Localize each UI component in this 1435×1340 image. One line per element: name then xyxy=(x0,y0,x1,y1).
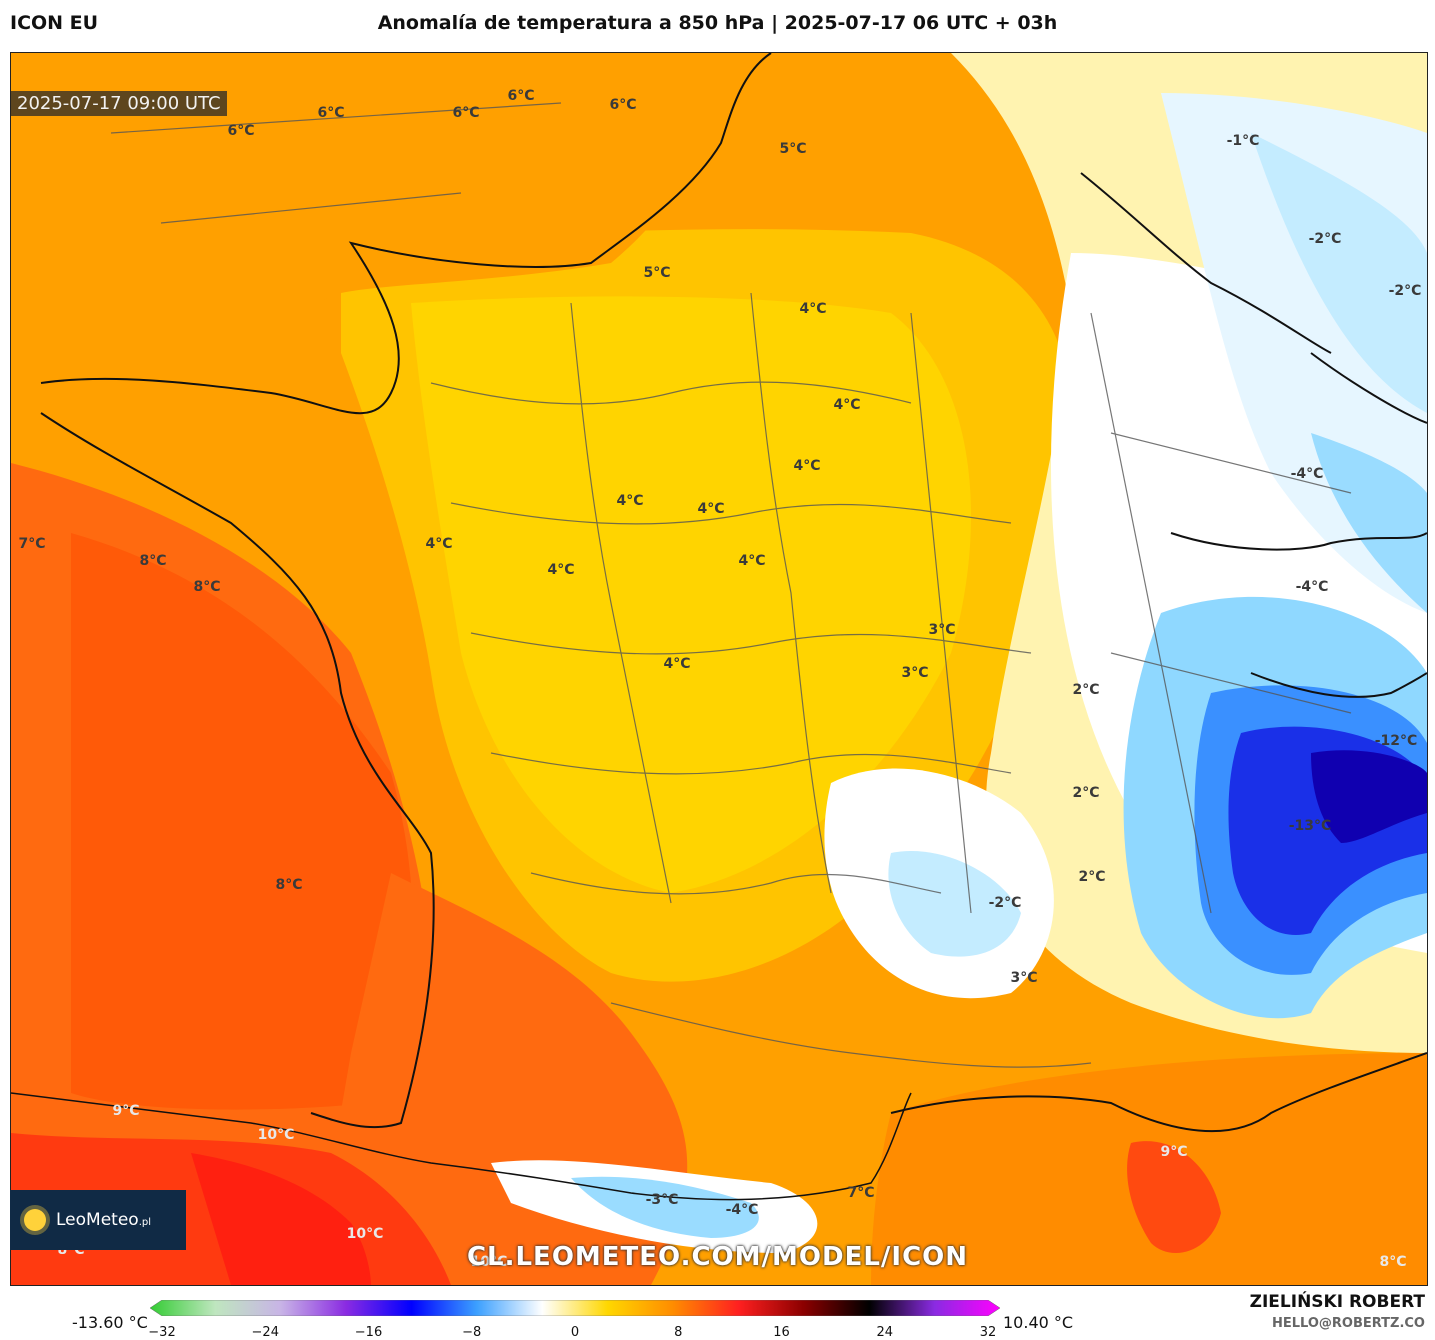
map-label: 8°C xyxy=(139,553,167,569)
valid-time-stamp: 2025-07-17 09:00 UTC xyxy=(11,91,227,116)
map-label: 7°C xyxy=(18,536,46,552)
source-url[interactable]: CL.LEOMETEO.COM/MODEL/ICON xyxy=(466,1242,969,1272)
map-label: 10°C xyxy=(257,1127,295,1143)
map-label: 5°C xyxy=(779,141,807,157)
colorbar-tick-label: 16 xyxy=(773,1325,790,1340)
map-label: 10°C xyxy=(346,1226,384,1242)
map-title: Anomalía de temperatura a 850 hPa | 2025… xyxy=(377,12,1058,34)
map-label: 4°C xyxy=(799,301,827,317)
map-label: -4°C xyxy=(725,1202,759,1218)
leometeo-logo[interactable]: LeoMeteo.pl xyxy=(10,1190,186,1250)
map-label: -13°C xyxy=(1288,818,1332,834)
colorbar-max-label: 10.40 °C xyxy=(1003,1313,1074,1332)
map-label: 2°C xyxy=(1072,682,1100,698)
colorbar-tick-label: 24 xyxy=(876,1325,894,1340)
author-name: ZIELIŃSKI ROBERT xyxy=(1249,1292,1425,1312)
map-label: 4°C xyxy=(833,397,861,413)
map-label: 10°C xyxy=(470,1254,508,1270)
colorbar-tick-label: 8 xyxy=(674,1325,683,1340)
colorbar xyxy=(149,1299,1001,1320)
map-label: 2°C xyxy=(1072,785,1100,801)
map-label: 4°C xyxy=(425,536,453,552)
map-label: 4°C xyxy=(663,656,691,672)
map-label: 9°C xyxy=(1160,1144,1188,1160)
author-email[interactable]: HELLO@ROBERTZ.CO xyxy=(1271,1316,1425,1331)
map-label: 8°C xyxy=(275,877,303,893)
colorbar-min-label: -13.60 °C xyxy=(72,1313,148,1332)
map-label: 3°C xyxy=(928,622,956,638)
map-label: 7°C xyxy=(847,1185,875,1201)
map-label: 4°C xyxy=(793,458,821,474)
map-label: 9°C xyxy=(112,1103,140,1119)
colorbar-tick-label: −16 xyxy=(354,1325,383,1340)
colorbar-ramp xyxy=(149,1299,1001,1317)
map-label: -2°C xyxy=(988,895,1022,911)
map-label: 3°C xyxy=(1010,970,1038,986)
map-label: 4°C xyxy=(738,553,766,569)
model-name: ICON EU xyxy=(10,12,99,34)
colorbar-tick-label: −24 xyxy=(251,1325,279,1340)
map-label: -2°C xyxy=(1308,231,1342,247)
map-label: 2°C xyxy=(1078,869,1106,885)
map-label: 3°C xyxy=(901,665,929,681)
map-label: 6°C xyxy=(452,105,480,121)
map-label: -3°C xyxy=(645,1192,679,1208)
map-label: 6°C xyxy=(317,105,345,121)
map-label: -4°C xyxy=(1290,466,1324,482)
colorbar-tick-label: 0 xyxy=(570,1325,580,1340)
map-label: -12°C xyxy=(1374,733,1418,749)
map-label: 8°C xyxy=(193,579,221,595)
map-label: -4°C xyxy=(1295,579,1329,595)
map-field xyxy=(11,53,1427,1285)
map-label: -2°C xyxy=(1388,283,1422,299)
temperature-anomaly-map[interactable]: 2025-07-17 09:00 UTC 6°C 6°C 6°C 6°C 6°C… xyxy=(10,52,1428,1286)
map-label: 5°C xyxy=(643,265,671,281)
map-label: 6°C xyxy=(227,123,255,139)
map-label: 8°C xyxy=(1379,1254,1407,1270)
map-label: 6°C xyxy=(507,88,535,104)
map-label: 4°C xyxy=(547,562,575,578)
map-label: 4°C xyxy=(697,501,725,517)
colorbar-tick-label: −8 xyxy=(462,1325,482,1340)
map-label: -1°C xyxy=(1226,133,1260,149)
map-label: 6°C xyxy=(609,97,637,113)
logo-text: LeoMeteo.pl xyxy=(56,1210,151,1230)
colorbar-tick-label: −32 xyxy=(148,1325,176,1340)
sun-icon xyxy=(24,1209,46,1231)
colorbar-tick-label: 32 xyxy=(979,1325,997,1340)
map-label: 4°C xyxy=(616,493,644,509)
